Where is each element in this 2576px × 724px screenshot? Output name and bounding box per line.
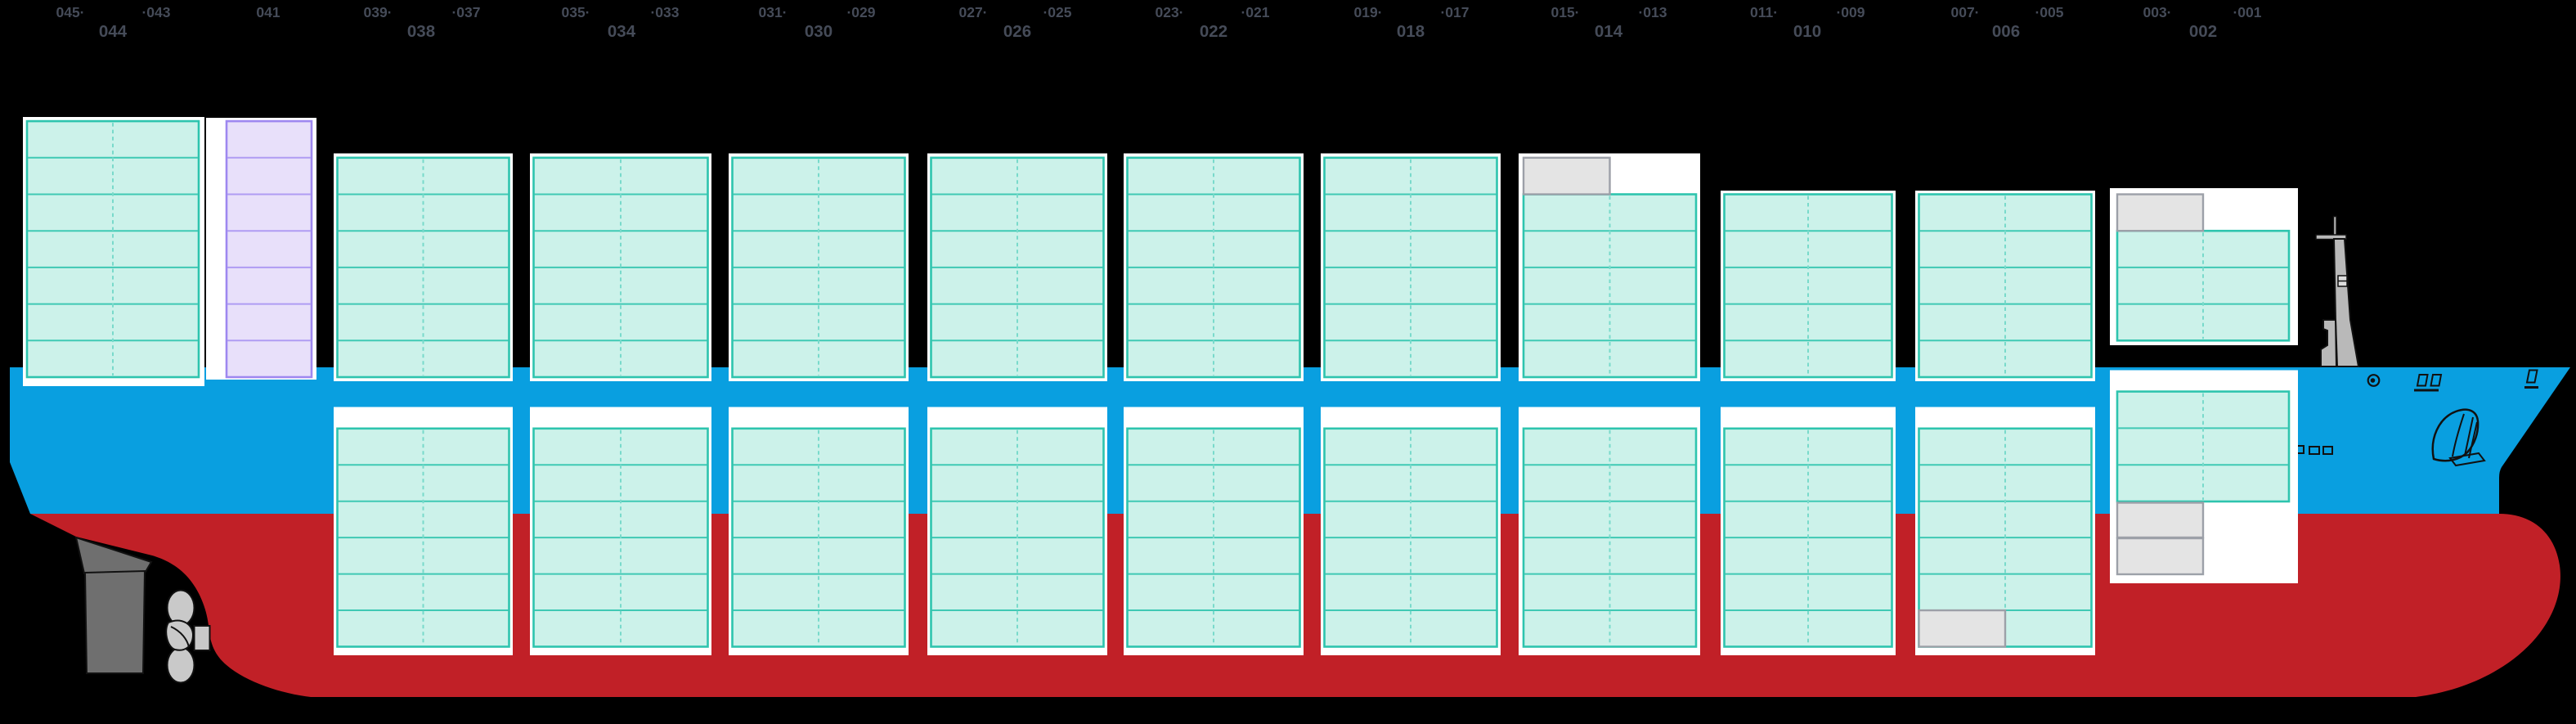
bay-label-odd-021: ·021 [1241,4,1269,20]
bay-label-odd-045: 045· [56,4,84,20]
bow-flag-icon [2524,369,2538,389]
bay-002-hold-special-cell-1[interactable] [2116,501,2205,539]
bay-label-odd-013: ·013 [1638,4,1667,20]
bay-label-odd-011: 011· [1750,4,1778,20]
bay-041-deck-container-stack[interactable] [225,119,313,379]
bay-041 [206,118,316,380]
bay-label-even-034: 034 [608,22,636,41]
foremast [2315,215,2360,367]
bay-label-even-018: 018 [1397,22,1425,41]
bay-label-odd-017: ·017 [1440,4,1469,20]
bay-006-hold-special-cell[interactable] [1918,609,2007,648]
bay-label-odd-001: ·001 [2233,4,2261,20]
bay-010 [1721,191,1896,655]
bay-label-even-026: 026 [1003,22,1031,41]
bay-label-odd-035: 035· [561,4,590,20]
rudder [74,536,153,674]
bay-014 [1519,153,1700,655]
bay-label-even-014: 014 [1595,22,1623,41]
bay-026 [927,153,1107,655]
anchor-icon [2431,408,2486,467]
deckhouse-windows-icon [2414,374,2443,392]
bay-002 [2110,188,2298,583]
bay-label-even-044: 044 [99,22,128,41]
bay-022 [1124,153,1304,655]
bay-label-even-006: 006 [1992,22,2020,41]
bay-label-odd-015: 015· [1551,4,1579,20]
bay-label-even-002: 002 [2189,22,2217,41]
porthole-icon [2367,374,2381,387]
bay-label-odd-039: 039· [363,4,392,20]
bay-label-odd-043: ·043 [141,4,170,20]
bay-label-even-022: 022 [1200,22,1227,41]
bay-label-odd-019: 019· [1353,4,1382,20]
bay-label-odd-031: 031· [758,4,787,20]
bay-006 [1915,191,2095,655]
bay-038 [334,153,513,655]
bay-label-odd-041: 041 [256,4,280,20]
bay-label-odd-023: 023· [1155,4,1183,20]
bay-label-odd-029: ·029 [846,4,875,20]
bay-label-even-030: 030 [805,22,832,41]
bay-006-deck-container-stack[interactable] [1918,193,2093,379]
bay-label-odd-037: ·037 [451,4,480,20]
bay-002-hold-special-cell-2[interactable] [2116,537,2205,576]
bay-030 [729,153,909,655]
bay-014-deck-container-stack[interactable] [1522,193,1698,379]
bay-014-deck-special-cell[interactable] [1522,156,1611,196]
bay-002-deck-special-cell[interactable] [2116,193,2205,232]
bay-label-odd-027: 027· [958,4,987,20]
bay-label-odd-007: 007· [1950,4,1979,20]
bay-label-odd-005: ·005 [2035,4,2063,20]
bay-044 [23,117,204,386]
bay-label-odd-025: ·025 [1043,4,1071,20]
bay-label-even-010: 010 [1793,22,1821,41]
bay-label-odd-009: ·009 [1836,4,1865,20]
bay-034 [530,153,711,655]
bay-label-odd-033: ·033 [650,4,679,20]
propeller [165,589,211,684]
bay-label-odd-003: 003· [2143,4,2171,20]
bay-label-even-038: 038 [407,22,435,41]
bay-018 [1321,153,1501,655]
